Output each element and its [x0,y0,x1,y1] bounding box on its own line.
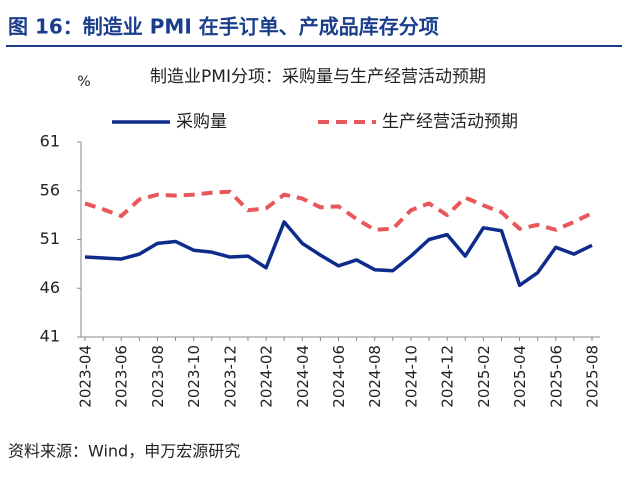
x-tick-label: 2024-08 [366,345,384,408]
series-line [84,220,593,288]
x-tick-label: 2023-10 [185,345,203,408]
x-tick-label: 2025-06 [547,345,565,408]
y-unit: % [77,74,90,90]
x-tick-label: 2023-04 [77,345,95,408]
source-note: 资料来源：Wind，申万宏源研究 [8,442,240,461]
x-tick-label: 2024-10 [402,345,420,408]
header-title: 图 16：制造业 PMI 在手订单、产成品库存分项 [8,15,439,39]
x-tick-label: 2024-06 [330,345,348,408]
legend-label: 生产经营活动预期 [382,112,518,132]
x-tick-label: 2024-12 [439,345,457,408]
x-tick-label: 2025-04 [511,345,529,408]
x-tick-label: 2025-02 [475,345,493,408]
y-tick-label: 46 [40,278,60,297]
x-tick-label: 2023-08 [149,345,167,408]
x-tick-label: 2023-06 [113,345,131,408]
y-tick-label: 51 [40,229,60,248]
y-tick-label: 56 [40,180,60,199]
y-tick-label: 41 [40,327,60,346]
y-tick-label: 61 [40,132,60,151]
x-tick-label: 2023-12 [221,345,239,408]
x-tick-label: 2024-04 [294,345,312,408]
x-tick-label: 2024-02 [258,345,276,408]
series-line [84,189,593,232]
x-tick-label: 2025-08 [584,345,602,408]
legend-label: 采购量 [176,112,227,132]
chart-title: 制造业PMI分项：采购量与生产经营活动预期 [150,67,486,87]
